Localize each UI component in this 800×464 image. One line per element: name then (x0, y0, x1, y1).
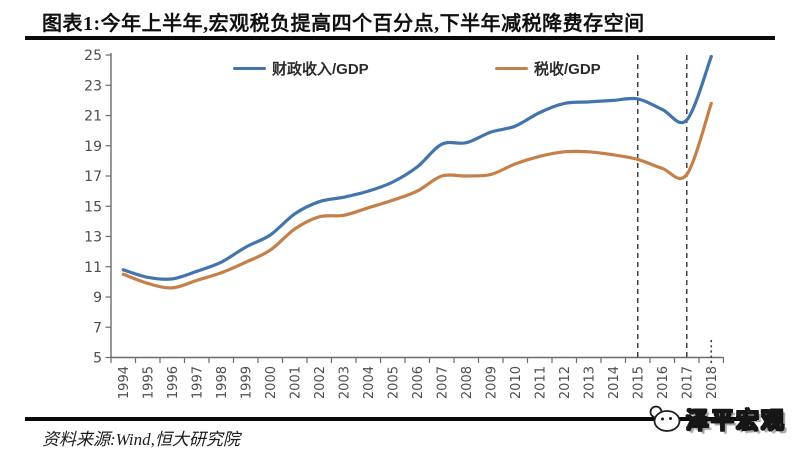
x-tick-label: 2013 (582, 366, 597, 399)
x-tick-label: 2005 (386, 366, 401, 399)
x-tick-label: 1999 (239, 366, 254, 399)
x-tick-label: 2002 (313, 366, 328, 399)
source-note: 资料来源:Wind,恒大研究院 (42, 430, 240, 449)
x-tick-label: 1995 (141, 366, 156, 399)
y-tick-label: 15 (84, 199, 102, 215)
x-tick-label: 2014 (607, 366, 622, 399)
x-tick-label: 2007 (435, 366, 450, 399)
x-tick-label: 2003 (337, 366, 352, 399)
chart-title: 图表1:今年上半年,宏观税负提高四个百分点,下半年减税降费存空间 (42, 13, 645, 35)
x-tick-label: 2001 (288, 366, 303, 399)
x-tick-label: 2008 (460, 366, 475, 399)
x-tick-label: 2006 (411, 366, 426, 399)
y-tick-label: 17 (84, 169, 102, 185)
x-tick-label: 2004 (362, 366, 377, 399)
y-tick-label: 11 (84, 260, 102, 276)
x-tick-label: 2012 (558, 366, 573, 399)
y-tick-label: 7 (93, 320, 102, 336)
x-tick-label: 2016 (656, 366, 671, 399)
y-tick-label: 13 (84, 230, 102, 246)
series-line-tax-gdp (121, 101, 713, 290)
y-tick-label: 5 (93, 351, 102, 367)
x-tick-label: 2009 (484, 366, 499, 399)
x-tick-label: 2000 (264, 366, 279, 399)
x-tick-label: 1997 (190, 366, 205, 399)
x-tick-label: 2010 (509, 366, 524, 399)
y-tick-label: 19 (84, 139, 102, 155)
y-tick-label: 23 (84, 78, 102, 94)
title-underline-rule (25, 36, 775, 40)
x-tick-label: 2015 (631, 366, 646, 399)
cartoon-face-icon (649, 405, 681, 432)
y-tick-label: 21 (84, 109, 102, 125)
logo-text: 泽平宏观 (685, 406, 786, 433)
logo: 泽平宏观 (648, 401, 786, 435)
series-line-fiscal-revenue-gdp (121, 54, 713, 281)
x-tick-label: 2011 (533, 366, 548, 399)
x-tick-label: 1994 (117, 366, 132, 399)
bottom-rule (25, 417, 757, 421)
y-tick-label: 25 (84, 48, 102, 64)
x-tick-label: 2017 (680, 366, 695, 399)
x-tick-label: 1996 (166, 366, 181, 399)
x-tick-label: 1998 (215, 366, 230, 399)
x-tick-label: 2018 (705, 366, 720, 399)
y-tick-label: 9 (93, 290, 102, 306)
